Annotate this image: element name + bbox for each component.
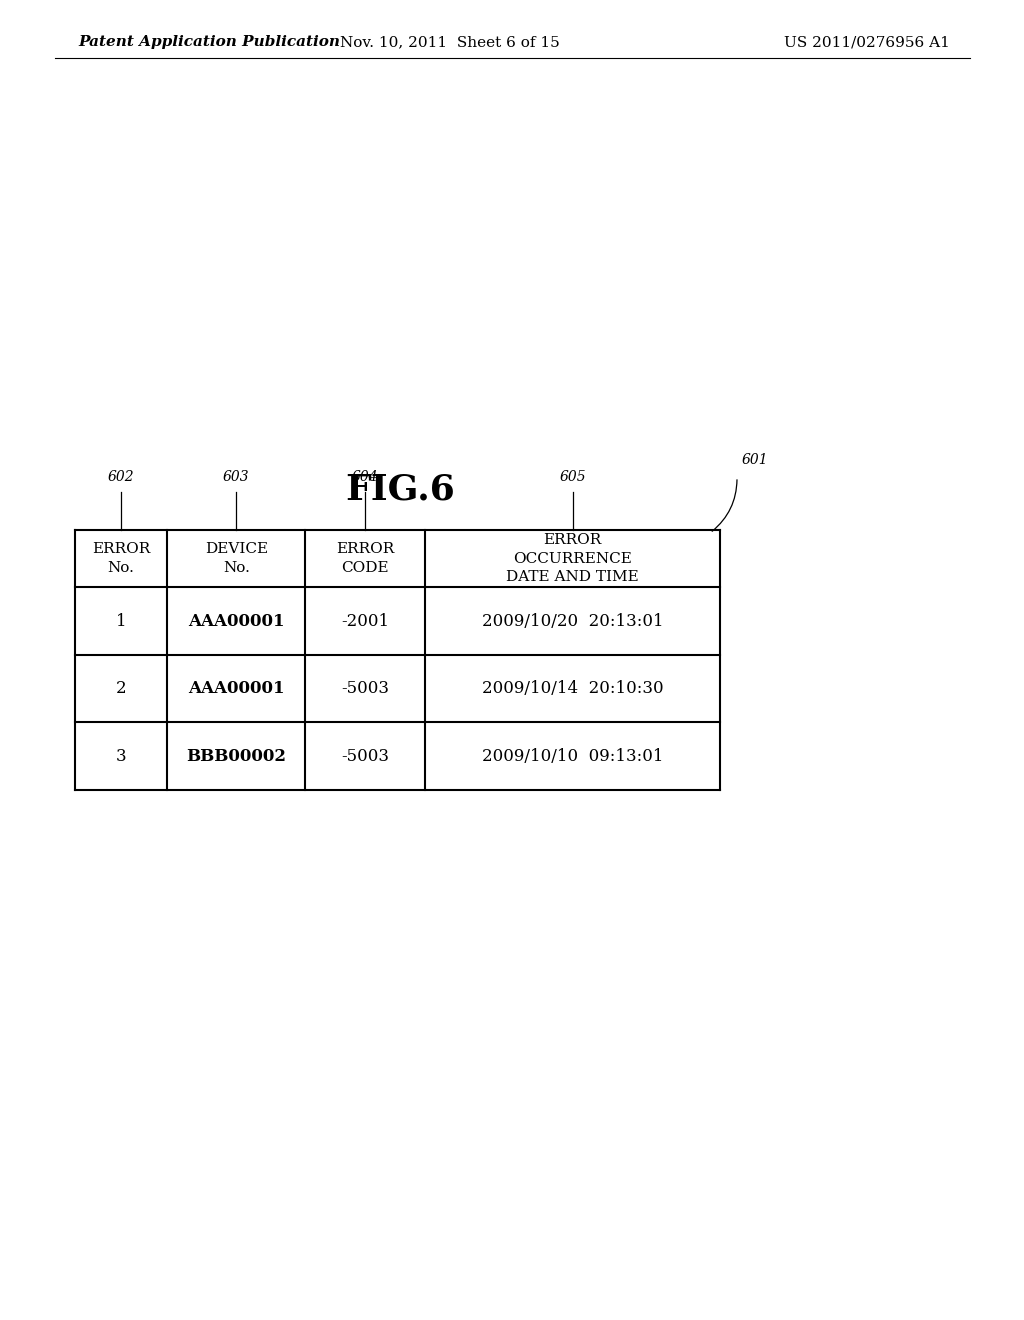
Text: DEVICE
No.: DEVICE No. — [205, 543, 268, 574]
FancyArrowPatch shape — [712, 479, 737, 531]
Text: 2009/10/14  20:10:30: 2009/10/14 20:10:30 — [481, 680, 664, 697]
Text: AAA00001: AAA00001 — [188, 680, 285, 697]
Text: -5003: -5003 — [341, 680, 389, 697]
Text: 602: 602 — [108, 470, 134, 484]
Text: 603: 603 — [223, 470, 250, 484]
Text: Patent Application Publication: Patent Application Publication — [78, 36, 340, 49]
Text: 2009/10/10  09:13:01: 2009/10/10 09:13:01 — [482, 747, 664, 764]
Text: 601: 601 — [742, 453, 769, 467]
Text: AAA00001: AAA00001 — [188, 612, 285, 630]
Text: BBB00002: BBB00002 — [186, 747, 287, 764]
Text: 1: 1 — [116, 612, 126, 630]
Text: -2001: -2001 — [341, 612, 389, 630]
Text: FIG.6: FIG.6 — [345, 473, 455, 507]
Text: Nov. 10, 2011  Sheet 6 of 15: Nov. 10, 2011 Sheet 6 of 15 — [340, 36, 560, 49]
Text: 3: 3 — [116, 747, 126, 764]
Text: 2009/10/20  20:13:01: 2009/10/20 20:13:01 — [481, 612, 664, 630]
Text: -5003: -5003 — [341, 747, 389, 764]
Text: 604: 604 — [352, 470, 379, 484]
Text: ERROR
CODE: ERROR CODE — [336, 543, 394, 574]
Text: US 2011/0276956 A1: US 2011/0276956 A1 — [784, 36, 950, 49]
Text: 605: 605 — [559, 470, 586, 484]
Text: ERROR
No.: ERROR No. — [92, 543, 151, 574]
Text: 2: 2 — [116, 680, 126, 697]
Text: ERROR
OCCURRENCE
DATE AND TIME: ERROR OCCURRENCE DATE AND TIME — [506, 533, 639, 583]
